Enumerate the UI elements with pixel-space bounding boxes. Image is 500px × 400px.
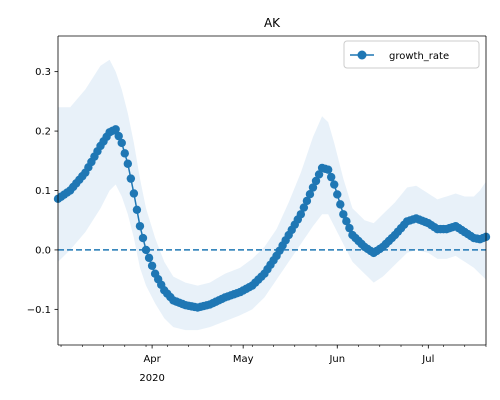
growth-rate-point xyxy=(114,131,123,141)
growth-rate-point xyxy=(296,210,306,219)
legend-marker-swatch xyxy=(357,50,367,60)
y-tick-label: 0.2 xyxy=(35,127,51,138)
x-tick-year-label: 2020 xyxy=(139,373,164,384)
legend-box xyxy=(343,40,480,69)
growth-rate-point xyxy=(345,223,354,233)
growth-rate-point xyxy=(144,253,154,263)
confidence-band xyxy=(58,59,486,331)
growth-rate-point xyxy=(323,165,333,174)
y-tick-label: 0.0 xyxy=(35,245,51,256)
growth-rate-point xyxy=(308,183,318,192)
growth-rate-point xyxy=(305,190,315,199)
growth-rate-point xyxy=(141,245,151,255)
growth-rate-point xyxy=(342,217,351,226)
chart-title: AK xyxy=(264,16,281,30)
growth-rate-point xyxy=(299,203,309,212)
series-points-layer xyxy=(53,125,491,312)
growth-rate-point xyxy=(333,190,342,199)
x-tick-label: May xyxy=(233,354,254,365)
legend-label: growth_rate xyxy=(389,51,449,62)
growth-rate-point xyxy=(123,159,133,168)
growth-rate-point xyxy=(129,189,139,198)
growth-rate-point xyxy=(339,210,348,219)
growth-rate-point xyxy=(111,125,120,134)
y-tick-label: 0.3 xyxy=(35,67,51,78)
growth-rate-point xyxy=(336,200,345,209)
y-tick-label: 0.1 xyxy=(35,186,51,197)
growth-rate-point xyxy=(314,170,324,179)
x-tick-label: Jul xyxy=(421,354,434,365)
growth-rate-point xyxy=(326,172,336,182)
growth-rate-point xyxy=(132,205,142,215)
confidence-band-layer xyxy=(58,59,486,331)
x-tick-label: Apr xyxy=(143,354,161,365)
legend: growth_rate xyxy=(343,40,480,69)
growth-rate-point xyxy=(135,221,145,231)
growth-rate-point xyxy=(330,180,339,189)
growth-rate-point xyxy=(147,261,157,270)
growth-rate-point xyxy=(126,174,136,183)
growth-rate-point xyxy=(117,138,126,148)
growth-rate-point xyxy=(138,233,148,243)
growth-rate-point xyxy=(311,176,321,186)
y-tick-label: −0.1 xyxy=(27,305,51,316)
x-tick-label: Jun xyxy=(328,354,345,365)
axes-layer: −0.1 0.0 0.1 0.2 0.3 Apr 2020 May Jun Jul xyxy=(27,35,487,384)
growth-rate-point xyxy=(120,149,129,158)
growth-rate-point xyxy=(302,196,312,206)
